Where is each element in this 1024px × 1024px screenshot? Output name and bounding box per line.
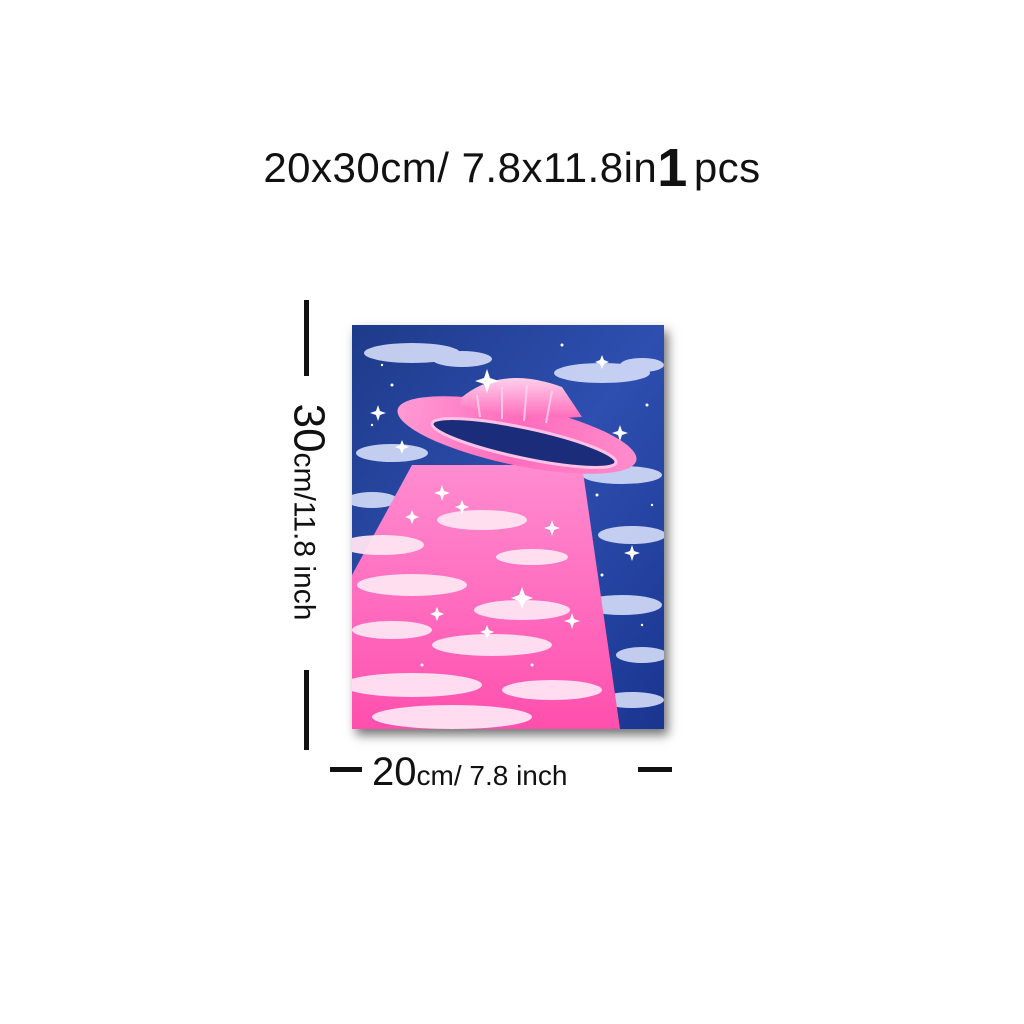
poster-image: [352, 325, 664, 729]
piece-count: 1: [657, 138, 688, 198]
height-dimension-line-bottom: [304, 670, 309, 750]
height-dimension-label: 30cm/11.8 inch: [285, 404, 334, 621]
height-dimension-line-top: [304, 300, 309, 376]
width-unit-text: cm/ 7.8 inch: [416, 760, 568, 791]
size-inch-text: 7.8x11.8in: [449, 144, 658, 191]
width-dimension-label: 20cm/ 7.8 inch: [372, 752, 567, 796]
ufo-icon: [397, 378, 637, 474]
size-cm-text: 20x30cm/: [263, 144, 450, 191]
piece-unit: pcs: [693, 144, 761, 191]
beam-clouds: [352, 510, 602, 729]
width-dimension-line-left: [330, 767, 362, 772]
width-value: 20: [372, 750, 417, 794]
stars: [370, 343, 654, 667]
height-value: 30: [284, 403, 334, 453]
product-size-headline: 20x30cm/ 7.8x11.8in1 pcs: [0, 138, 1024, 195]
width-dimension-line-right: [638, 767, 672, 772]
ufo-poster-illustration: [352, 325, 664, 729]
height-unit-text: cm/11.8 inch: [287, 452, 321, 621]
